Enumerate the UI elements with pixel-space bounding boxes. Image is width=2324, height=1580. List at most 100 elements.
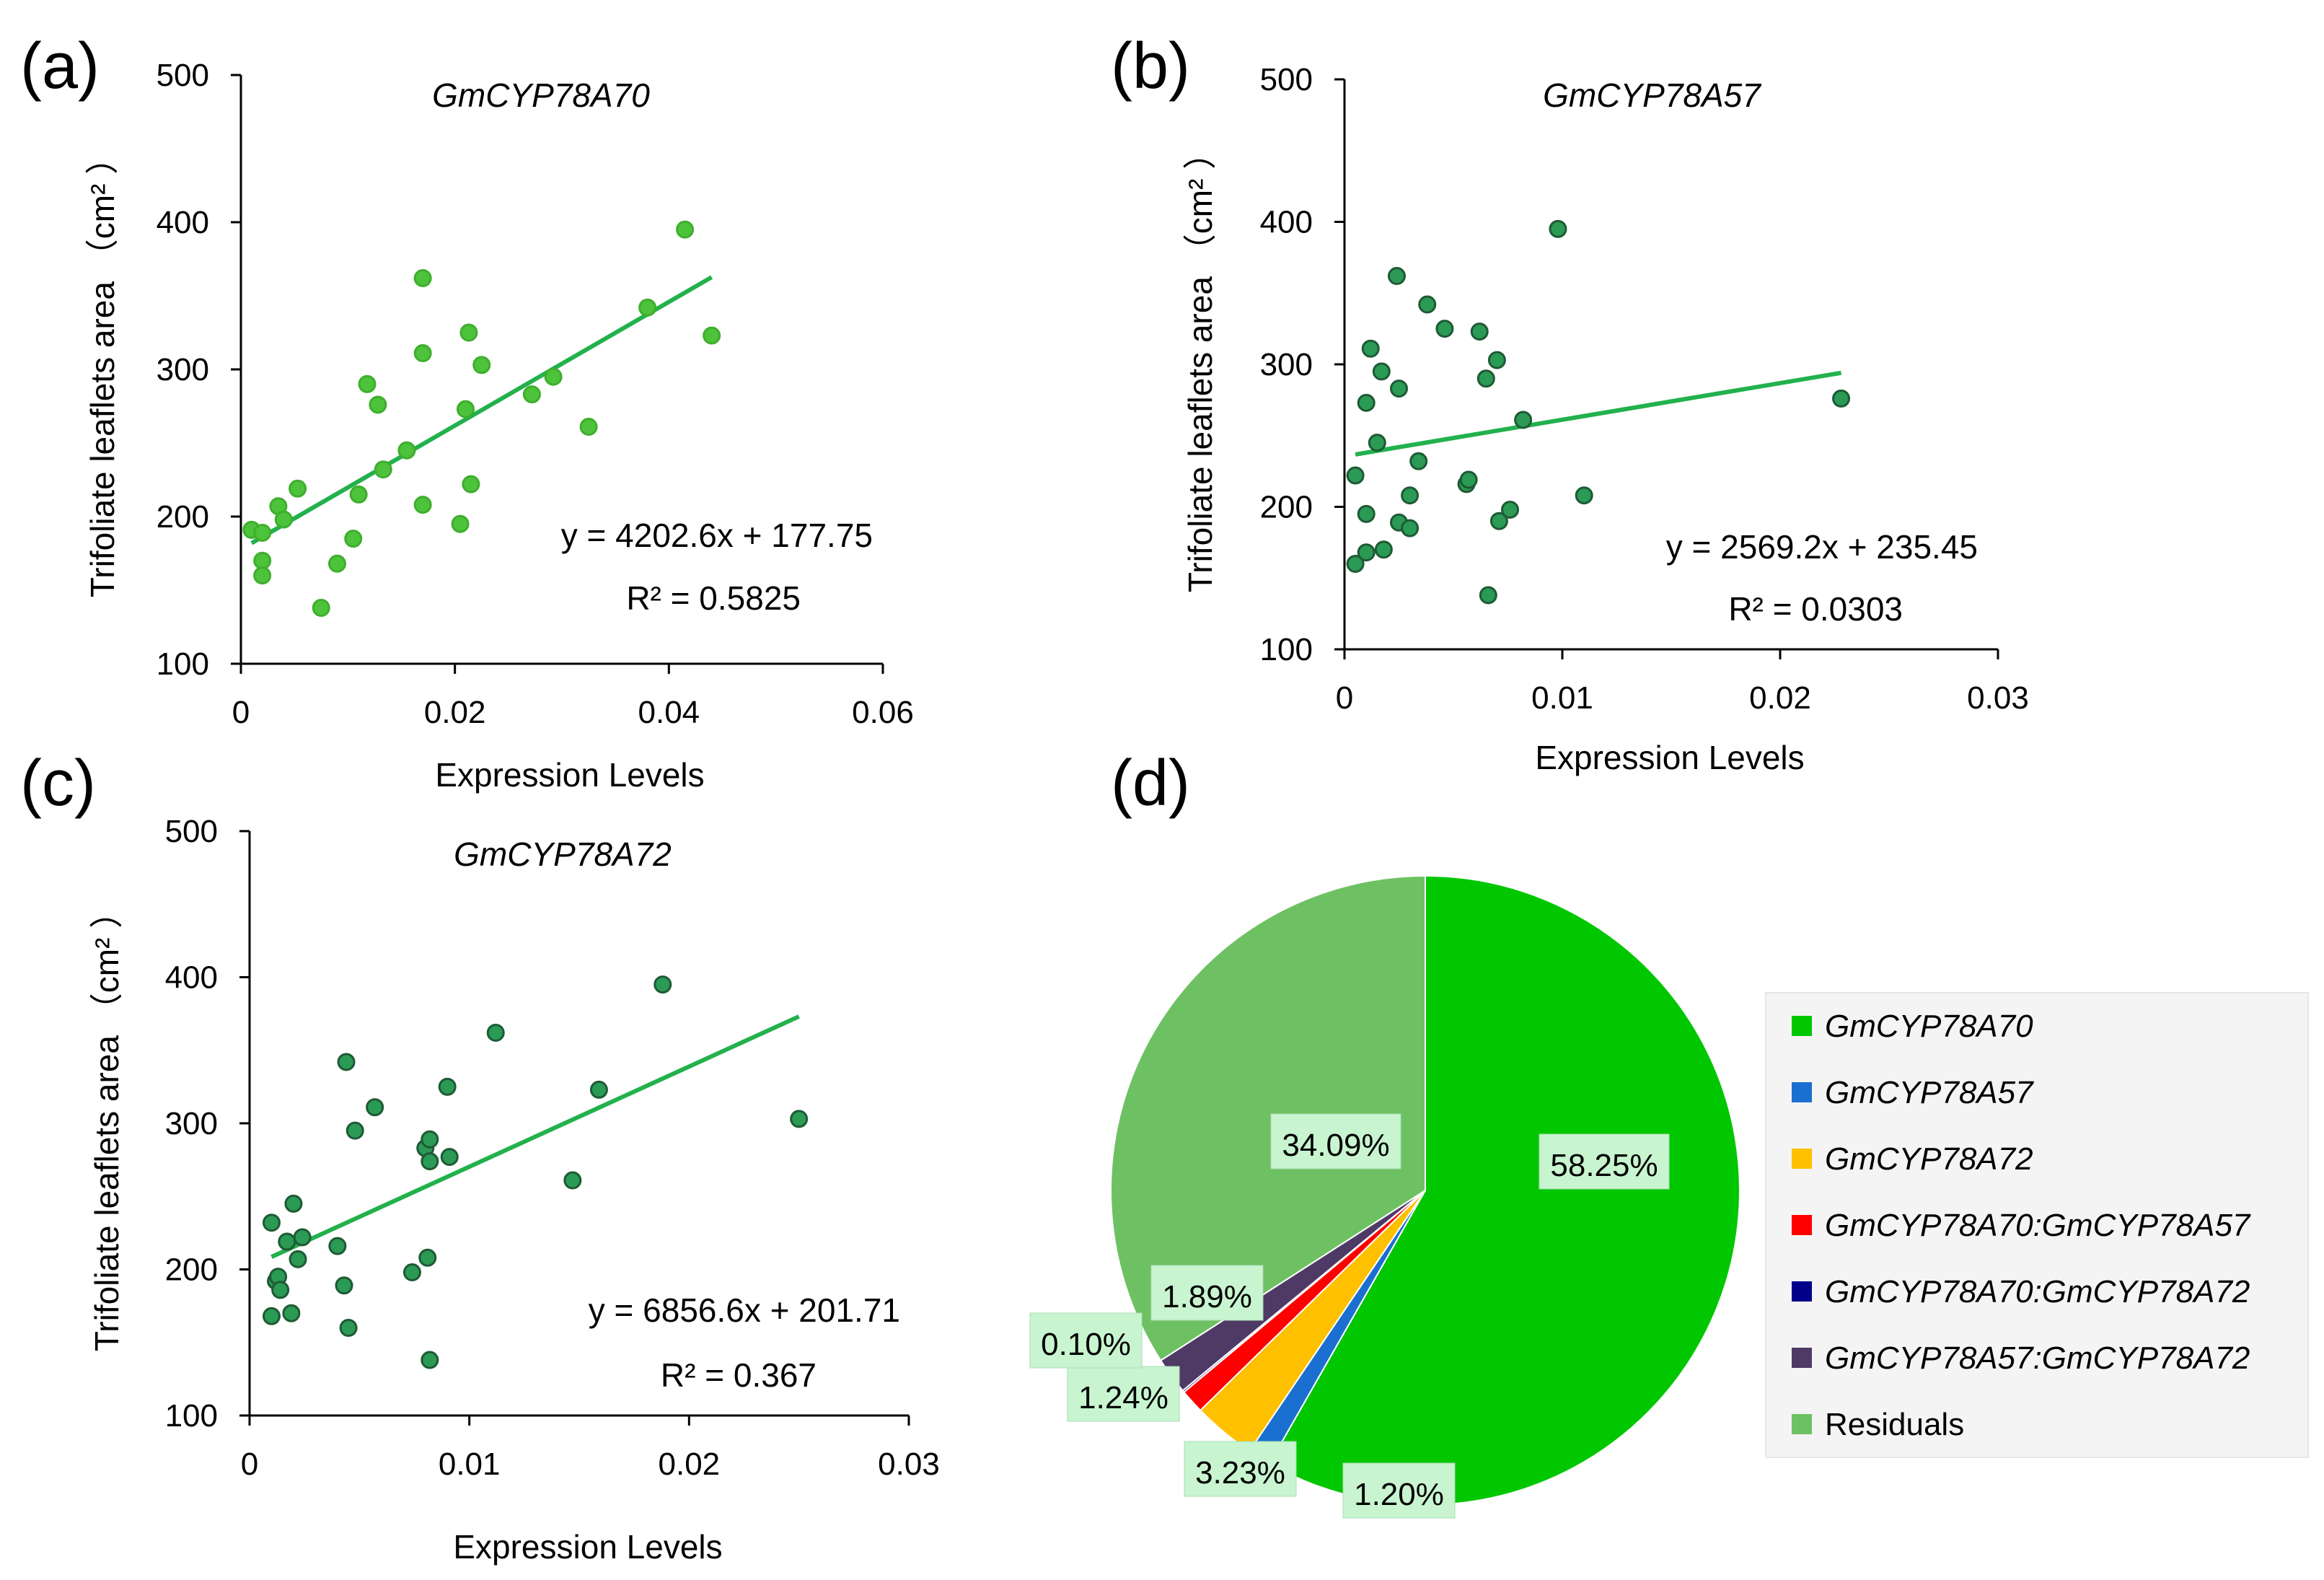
- x-tick-label: 0: [232, 695, 250, 730]
- data-point: [1435, 320, 1454, 338]
- data-point: [1476, 369, 1495, 388]
- legend-label: GmCYP78A57:GmCYP78A72: [1825, 1340, 2250, 1376]
- x-tick-label: 0.02: [1749, 680, 1811, 716]
- data-point: [1346, 555, 1365, 573]
- data-point: [1401, 519, 1420, 537]
- chart-title: GmCYP78A72: [454, 835, 672, 873]
- data-point: [253, 566, 272, 585]
- data-point: [579, 418, 598, 436]
- y-tick-label: 300: [165, 1106, 218, 1141]
- data-point: [1418, 295, 1437, 314]
- x-tick-label: 0.02: [424, 695, 486, 730]
- pie-label-box: [1184, 1441, 1297, 1497]
- pie-label: 34.09%: [1282, 1128, 1389, 1163]
- scatter-chart-a: 100 200 300 400 500 0 0.02 0.04 0.06 GmCYP78A70 Ex…: [84, 58, 914, 794]
- data-point: [459, 323, 478, 342]
- data-point: [293, 1228, 312, 1247]
- y-tick-label: 300: [157, 352, 209, 387]
- legend-swatch: [1792, 1149, 1812, 1169]
- legend-swatch: [1792, 1215, 1812, 1235]
- data-point: [1361, 339, 1380, 358]
- y-tick-label: 200: [157, 499, 209, 535]
- legend-label: GmCYP78A70:GmCYP78A57: [1825, 1208, 2251, 1243]
- data-point: [366, 1098, 384, 1117]
- data-point: [1459, 470, 1478, 489]
- y-axis-label: Trifoliate leaflets area （cm² ）: [84, 141, 121, 597]
- x-axis-label: Expression Levels: [1535, 739, 1804, 776]
- panel-label-c: (c): [20, 747, 96, 820]
- data-point: [1479, 586, 1497, 605]
- data-point: [271, 1281, 290, 1299]
- data-point: [1514, 411, 1533, 429]
- x-tick-label: 0.03: [878, 1447, 940, 1482]
- data-point: [418, 1248, 437, 1267]
- data-point: [413, 344, 432, 363]
- y-tick-label: 400: [157, 205, 209, 240]
- scatter-chart-c: 100 200 300 400 500 0 0.01 0.02 0.03 GmCYP78A72 Ex…: [88, 814, 940, 1566]
- scatter-chart-b: 100 200 300 400 500 0 0.01 0.02 0.03 GmCYP78A57 Ex…: [1181, 62, 2029, 776]
- x-axis-label: Expression Levels: [435, 756, 704, 794]
- data-point: [421, 1351, 439, 1369]
- data-point: [312, 598, 330, 617]
- pie-label: 58.25%: [1550, 1148, 1658, 1183]
- legend-swatch: [1792, 1414, 1812, 1434]
- y-tick-label: 100: [157, 646, 209, 682]
- r-squared: R² = 0.367: [661, 1356, 817, 1394]
- x-tick-label: 0: [241, 1447, 258, 1482]
- x-tick-label: 0.01: [439, 1447, 501, 1482]
- data-point: [328, 554, 346, 573]
- x-axis-label: Expression Levels: [453, 1528, 722, 1566]
- legend-label: Residuals: [1825, 1407, 1964, 1442]
- y-axis-label: Trifoliate leaflets area （cm² ）: [88, 895, 126, 1351]
- trendline-equation: y = 6856.6x + 201.71: [589, 1291, 900, 1329]
- data-point: [289, 479, 307, 498]
- pie-label: 3.23%: [1195, 1455, 1285, 1491]
- data-point: [349, 485, 368, 504]
- data-point: [421, 1130, 439, 1149]
- pie-label-box: [1342, 1462, 1456, 1519]
- y-tick-label: 300: [1260, 347, 1313, 382]
- data-point: [522, 385, 541, 404]
- y-tick-label: 200: [1260, 490, 1313, 525]
- data-point: [274, 510, 293, 529]
- pie-label: 1.20%: [1354, 1477, 1444, 1512]
- data-point: [486, 1023, 505, 1042]
- pie-label: 1.89%: [1162, 1279, 1252, 1315]
- trendline-equation: y = 4202.6x + 177.75: [561, 517, 873, 554]
- y-tick-label: 500: [165, 814, 218, 849]
- x-tick-label: 0.04: [638, 695, 700, 730]
- data-point: [451, 514, 470, 533]
- pie-chart-d: 58.25% 1.20% 3.23% 1.24% 0.10% 1.89% 34.09% GmC…: [1029, 874, 2309, 1519]
- data-point: [1387, 267, 1406, 286]
- data-point: [1832, 389, 1851, 408]
- data-point: [289, 1250, 307, 1268]
- data-point: [440, 1148, 459, 1167]
- data-point: [253, 523, 272, 542]
- legend-label: GmCYP78A57: [1825, 1075, 2034, 1110]
- r-squared: R² = 0.0303: [1728, 590, 1903, 628]
- data-point: [472, 356, 491, 374]
- data-point: [345, 1121, 364, 1140]
- data-point: [402, 1263, 421, 1282]
- data-point: [1575, 486, 1593, 505]
- chart-title: GmCYP78A57: [1543, 76, 1761, 114]
- trendline: [270, 1014, 800, 1259]
- data-point: [563, 1171, 582, 1190]
- data-point: [262, 1307, 281, 1325]
- y-tick-label: 100: [1260, 632, 1313, 667]
- pie-label-box: [1029, 1312, 1143, 1369]
- y-tick-label: 500: [157, 58, 209, 93]
- pie-slice: [1110, 874, 1426, 1362]
- pie-label-box: [1150, 1265, 1264, 1321]
- x-tick-label: 0: [1336, 680, 1353, 716]
- legend-box: [1765, 992, 2309, 1458]
- pie-label-box: [1539, 1133, 1670, 1190]
- data-point: [253, 551, 272, 570]
- data-point: [1390, 379, 1408, 398]
- panel-label-b: (b): [1111, 30, 1190, 102]
- x-tick-label: 0.03: [1967, 680, 2029, 716]
- data-point: [544, 367, 563, 386]
- panel-label-d: (d): [1111, 747, 1190, 820]
- data-point: [278, 1232, 296, 1251]
